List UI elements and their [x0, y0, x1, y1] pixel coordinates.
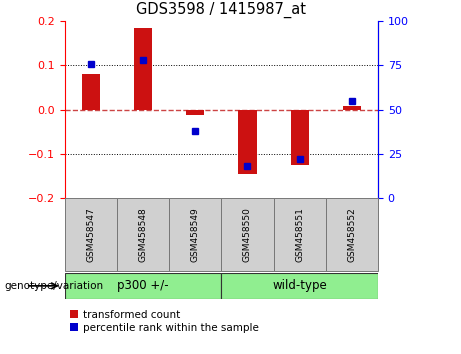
Text: GSM458549: GSM458549 — [191, 207, 200, 262]
Bar — [169, 198, 221, 271]
Bar — [326, 198, 378, 271]
Text: GSM458547: GSM458547 — [86, 207, 95, 262]
Bar — [65, 198, 117, 271]
Text: genotype/variation: genotype/variation — [5, 281, 104, 291]
Bar — [238, 110, 256, 174]
Text: GSM458550: GSM458550 — [243, 207, 252, 262]
Bar — [221, 198, 273, 271]
Text: wild-type: wild-type — [272, 279, 327, 292]
Title: GDS3598 / 1415987_at: GDS3598 / 1415987_at — [136, 2, 306, 18]
Legend: transformed count, percentile rank within the sample: transformed count, percentile rank withi… — [70, 310, 259, 333]
Bar — [134, 28, 152, 110]
Bar — [290, 110, 309, 165]
Text: GSM458548: GSM458548 — [138, 207, 148, 262]
Text: GSM458552: GSM458552 — [348, 207, 356, 262]
Text: p300 +/-: p300 +/- — [117, 279, 169, 292]
Bar — [186, 110, 204, 115]
Bar — [343, 106, 361, 110]
Bar — [82, 74, 100, 110]
Bar — [221, 273, 378, 299]
Text: GSM458551: GSM458551 — [295, 207, 304, 262]
Bar — [65, 273, 221, 299]
Bar — [273, 198, 326, 271]
Bar — [117, 198, 169, 271]
